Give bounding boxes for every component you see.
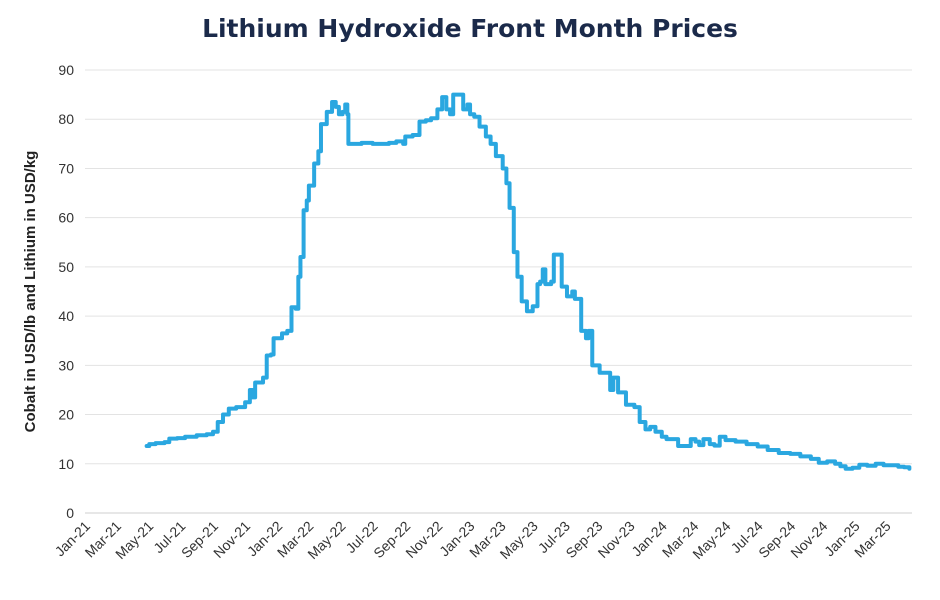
- series-line: [144, 92, 912, 471]
- y-tick-label: 40: [58, 308, 74, 324]
- y-tick-label: 80: [58, 111, 74, 127]
- y-tick-label: 10: [58, 456, 74, 472]
- y-tick-label: 20: [58, 407, 74, 423]
- y-tick-label: 60: [58, 210, 74, 226]
- series-group: [144, 92, 912, 471]
- y-tick-label: 50: [58, 259, 74, 275]
- x-tick-label: Nov-23: [595, 518, 638, 561]
- chart-title: Lithium Hydroxide Front Month Prices: [202, 14, 738, 43]
- gridlines: [85, 69, 912, 465]
- y-axis-ticks: 0 10 20 30 40 50 60 70 80 90: [58, 62, 74, 521]
- y-tick-label: 70: [58, 160, 74, 176]
- y-tick-label: 30: [58, 357, 74, 373]
- y-tick-label: 90: [58, 62, 74, 78]
- x-tick-label: Nov-22: [402, 518, 445, 561]
- y-tick-label: 0: [66, 505, 74, 521]
- x-tick-label: Nov-21: [210, 518, 253, 561]
- x-axis-ticks: Jan-21Mar-21May-21Jul-21Sep-21Nov-21Jan-…: [52, 518, 894, 562]
- y-axis-title: Cobalt in USD/lb and Lithium in USD/kg: [22, 151, 39, 433]
- x-tick-label: Nov-24: [787, 518, 830, 561]
